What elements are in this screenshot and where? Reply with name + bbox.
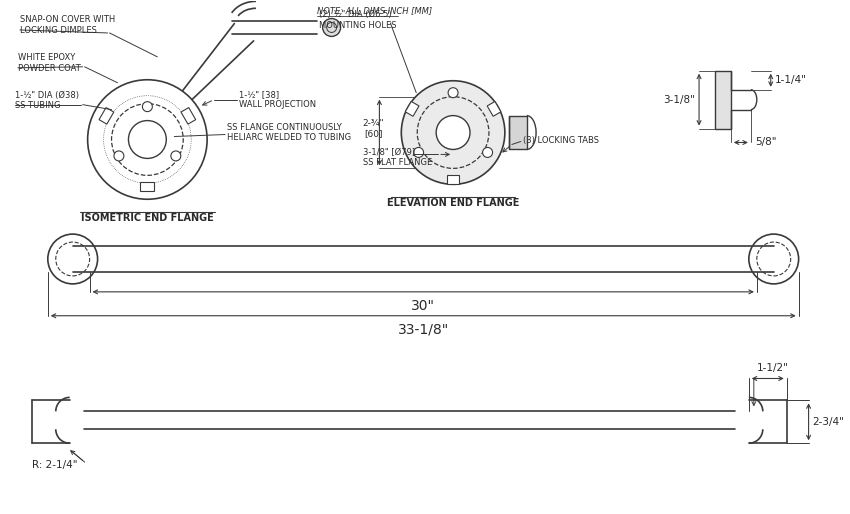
Bar: [509, 116, 527, 150]
Polygon shape: [447, 175, 459, 185]
Polygon shape: [487, 101, 501, 116]
Polygon shape: [181, 107, 196, 124]
Text: 5/8": 5/8": [755, 137, 776, 148]
Text: 1-1/2": 1-1/2": [756, 362, 789, 373]
Text: 1-½" DIA (Ø38)
SS TUBING: 1-½" DIA (Ø38) SS TUBING: [15, 91, 79, 111]
Polygon shape: [405, 101, 419, 116]
Circle shape: [143, 102, 152, 112]
Text: ISOMETRIC END FLANGE: ISOMETRIC END FLANGE: [81, 213, 213, 223]
Text: ELEVATION END FLANGE: ELEVATION END FLANGE: [387, 198, 519, 208]
Text: SNAP-ON COVER WITH
LOCKING DIMPLES: SNAP-ON COVER WITH LOCKING DIMPLES: [20, 15, 115, 34]
Text: 2-3/4": 2-3/4": [813, 417, 844, 427]
Circle shape: [483, 148, 492, 157]
Bar: [715, 71, 731, 128]
Circle shape: [171, 151, 181, 161]
Circle shape: [414, 148, 423, 157]
Text: SS FLANGE CONTINUOUSLY
HELIARC WELDED TO TUBING: SS FLANGE CONTINUOUSLY HELIARC WELDED TO…: [227, 123, 351, 142]
Circle shape: [448, 88, 458, 98]
Text: 1-1/4": 1-1/4": [774, 75, 807, 85]
Text: 30": 30": [411, 299, 435, 313]
Text: 1-½" [38]
WALL PROJECTION: 1-½" [38] WALL PROJECTION: [239, 90, 316, 109]
Text: WHITE EPOXY
POWDER COAT: WHITE EPOXY POWDER COAT: [18, 53, 81, 72]
Text: 2-¾"
[60]: 2-¾" [60]: [363, 119, 384, 138]
Text: 3-1/8" [Ø79]
SS FLAT FLANGE: 3-1/8" [Ø79] SS FLAT FLANGE: [364, 148, 433, 167]
Text: 33-1/8": 33-1/8": [398, 323, 449, 337]
Text: (2) ½" DIA (Ø6.5)
MOUNTING HOLES: (2) ½" DIA (Ø6.5) MOUNTING HOLES: [319, 10, 396, 30]
Circle shape: [436, 116, 470, 150]
Text: 3-1/8": 3-1/8": [663, 95, 695, 105]
Polygon shape: [99, 107, 114, 124]
Text: NOTE: ALL DIMS INCH [MM]: NOTE: ALL DIMS INCH [MM]: [317, 7, 432, 15]
Polygon shape: [140, 182, 155, 191]
Circle shape: [114, 151, 124, 161]
Text: R: 2-1/4": R: 2-1/4": [31, 460, 77, 470]
Text: (3) LOCKING TABS: (3) LOCKING TABS: [523, 136, 598, 145]
Circle shape: [323, 19, 341, 36]
Circle shape: [401, 81, 505, 185]
